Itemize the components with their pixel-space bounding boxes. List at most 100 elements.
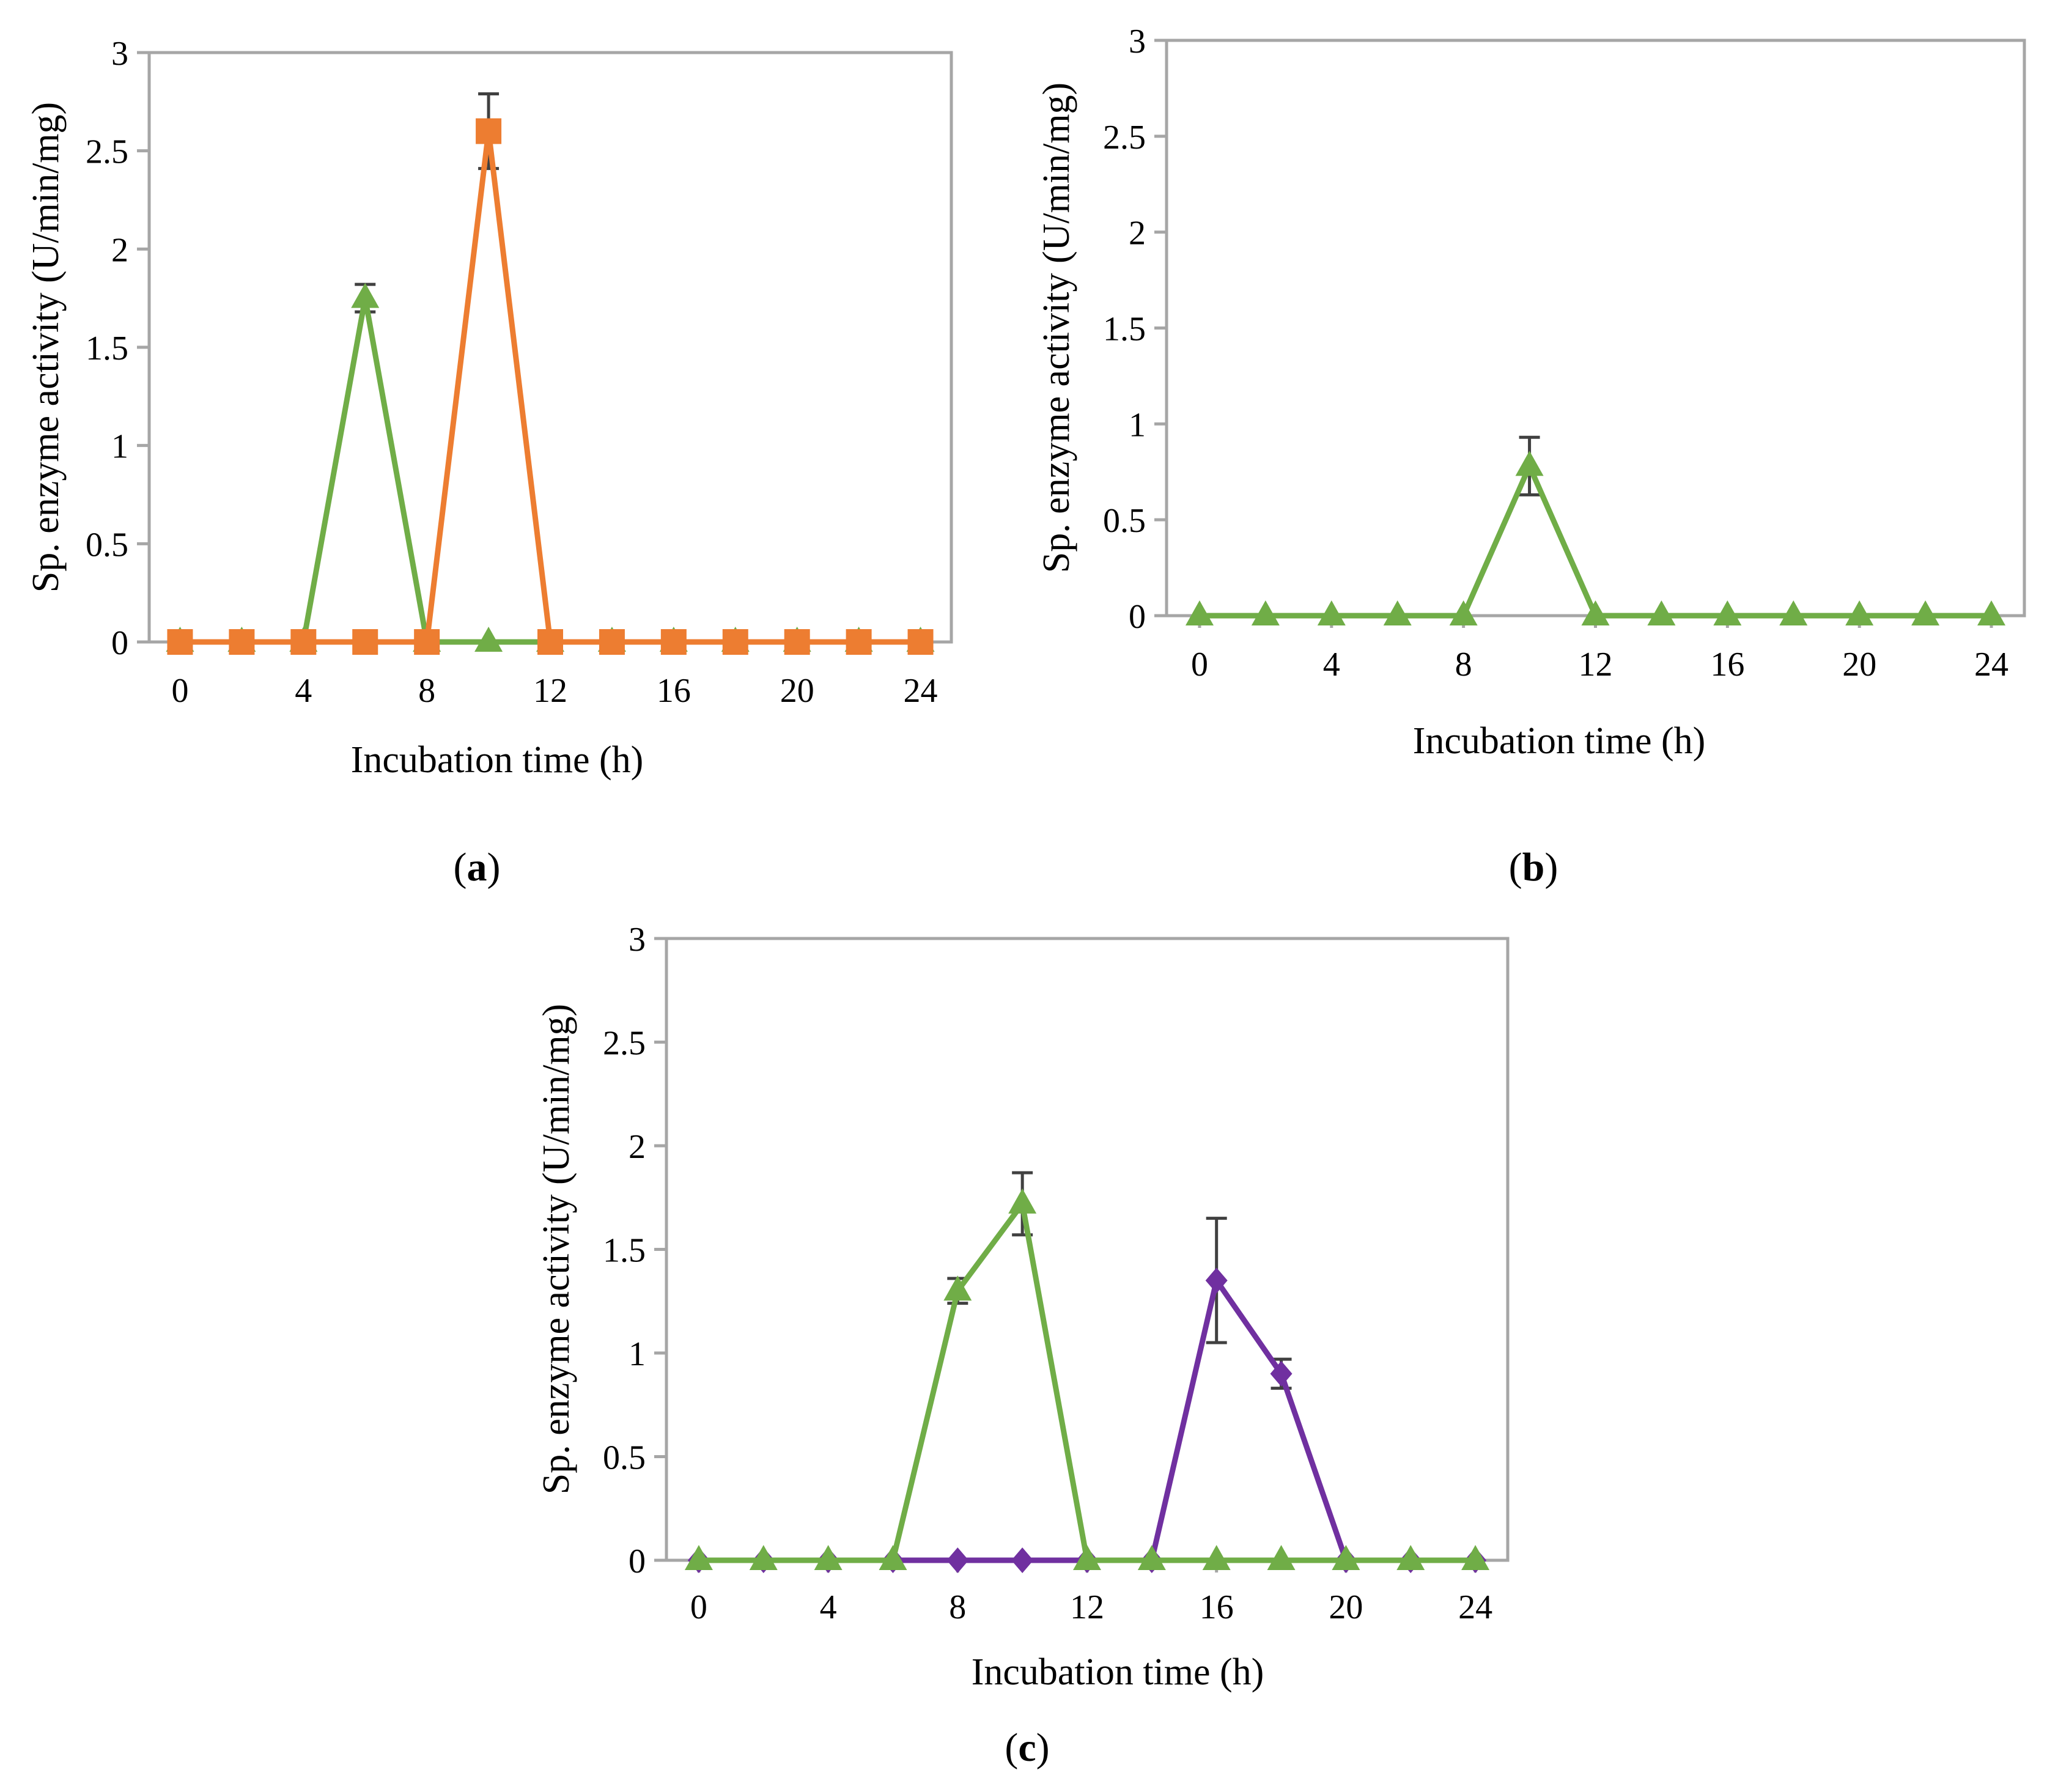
data-point-triangle — [1977, 600, 2006, 625]
x-tick-label: 20 — [1329, 1588, 1363, 1626]
chart-panel-c: 0 0.5 1 1.5 2 2.5 3 0 4 8 12 16 20 24 Incubation time … — [536, 921, 1510, 1770]
y-axis-title: Sp. enzyme activity (U/min/mg) — [25, 102, 67, 592]
data-point-square — [722, 629, 748, 655]
y-tick-label: 3 — [1129, 23, 1146, 61]
data-point-square — [784, 629, 810, 655]
data-point-triangle — [1202, 1545, 1231, 1570]
data-point-square — [352, 629, 378, 655]
series-green-triangle — [1185, 435, 2006, 625]
data-point-square — [907, 629, 934, 655]
data-point-triangle — [1581, 600, 1610, 625]
y-tick-label: 2 — [629, 1128, 646, 1166]
data-point-square — [167, 629, 193, 655]
y-tick-label: 2.5 — [603, 1025, 646, 1063]
data-point-triangle — [1317, 600, 1346, 625]
data-point-triangle — [1449, 600, 1478, 625]
y-tick-label: 0 — [629, 1543, 646, 1580]
x-tick-label: 16 — [1710, 646, 1744, 684]
series-orange-square — [167, 92, 934, 655]
data-point-diamond — [1270, 1360, 1293, 1387]
data-point-triangle — [943, 1275, 972, 1301]
x-tick-label: 0 — [171, 672, 188, 710]
data-point-triangle — [1713, 600, 1742, 625]
data-point-diamond — [946, 1547, 969, 1573]
panel-label-c: (c) — [1005, 1725, 1049, 1770]
y-tick-label: 1 — [629, 1335, 646, 1373]
x-tick-label: 4 — [820, 1588, 837, 1626]
y-tick-label: 3 — [629, 921, 646, 959]
data-point-triangle — [1383, 600, 1412, 625]
data-point-square — [537, 629, 563, 655]
chart-panel-b: 0 0.5 1 1.5 2 2.5 3 0 4 8 12 16 20 24 Incubation time … — [1036, 23, 2026, 890]
data-point-square — [229, 629, 255, 655]
data-point-triangle — [749, 1545, 778, 1570]
y-tick-label: 2.5 — [86, 133, 128, 171]
data-point-triangle — [1251, 600, 1280, 625]
x-tick-label: 12 — [533, 672, 567, 710]
x-tick-label: 24 — [904, 672, 938, 710]
y-tick-label: 0.5 — [1103, 502, 1146, 540]
data-point-triangle — [1185, 600, 1214, 625]
x-axis-title: Incubation time (h) — [972, 1651, 1264, 1693]
y-tick-label: 0 — [111, 624, 128, 662]
x-tick-label: 12 — [1070, 1588, 1104, 1626]
x-axis-title: Incubation time (h) — [351, 739, 644, 781]
x-tick-label: 4 — [1323, 646, 1340, 684]
data-point-triangle — [879, 1545, 907, 1570]
y-tick-label: 1 — [1129, 406, 1146, 444]
y-tick-label: 2 — [1129, 215, 1146, 253]
x-tick-label: 20 — [1842, 646, 1876, 684]
x-tick-label: 16 — [1200, 1588, 1234, 1626]
x-tick-label: 16 — [657, 672, 691, 710]
data-point-square — [660, 629, 687, 655]
y-tick-label: 0.5 — [86, 526, 128, 564]
data-point-square — [599, 629, 625, 655]
x-tick-label: 8 — [418, 672, 435, 710]
x-tick-label: 20 — [780, 672, 814, 710]
data-point-triangle — [1332, 1545, 1360, 1570]
chart-panel-a: 0 0.5 1 1.5 2 2.5 3 0 4 8 12 16 20 24 Incubation time … — [25, 35, 953, 890]
data-point-triangle — [1008, 1188, 1037, 1214]
x-tick-label: 24 — [1974, 646, 2008, 684]
series-green-triangle — [684, 1171, 1490, 1570]
data-point-triangle — [1845, 600, 1874, 625]
y-tick-label: 2.5 — [1103, 119, 1146, 157]
y-tick-label: 1.5 — [1103, 311, 1146, 348]
data-point-triangle — [684, 1545, 713, 1570]
data-point-triangle — [351, 282, 380, 308]
data-point-triangle — [1396, 1545, 1425, 1570]
data-point-triangle — [1073, 1545, 1101, 1570]
data-point-square — [846, 629, 872, 655]
data-point-triangle — [1779, 600, 1808, 625]
data-point-triangle — [1911, 600, 1940, 625]
data-point-diamond — [1011, 1547, 1034, 1573]
x-tick-label: 12 — [1579, 646, 1613, 684]
y-axis-title: Sp. enzyme activity (U/min/mg) — [1036, 83, 1077, 573]
y-tick-label: 2 — [111, 231, 128, 269]
data-point-triangle — [1267, 1545, 1296, 1570]
x-tick-label: 8 — [949, 1588, 966, 1626]
data-point-triangle — [814, 1545, 843, 1570]
y-tick-label: 1.5 — [603, 1232, 646, 1270]
x-tick-label: 8 — [1455, 646, 1472, 684]
y-tick-label: 0 — [1129, 598, 1146, 636]
y-tick-label: 0.5 — [603, 1439, 646, 1477]
data-point-triangle — [1515, 451, 1544, 476]
x-tick-label: 4 — [295, 672, 312, 710]
data-point-square — [290, 629, 317, 655]
x-tick-label: 0 — [690, 1588, 707, 1626]
x-axis-title: Incubation time (h) — [1413, 720, 1706, 762]
y-tick-label: 1 — [111, 428, 128, 466]
y-axis-title: Sp. enzyme activity (U/min/mg) — [536, 1004, 577, 1494]
data-point-triangle — [1647, 600, 1676, 625]
data-point-triangle — [1461, 1545, 1490, 1570]
data-point-square — [476, 118, 502, 144]
data-point-triangle — [1137, 1545, 1166, 1570]
panel-label-b: (b) — [1509, 845, 1558, 890]
panel-label-a: (a) — [454, 845, 501, 890]
x-tick-label: 24 — [1458, 1588, 1492, 1626]
data-point-diamond — [1205, 1267, 1228, 1294]
x-tick-label: 0 — [1191, 646, 1208, 684]
data-point-square — [414, 629, 440, 655]
